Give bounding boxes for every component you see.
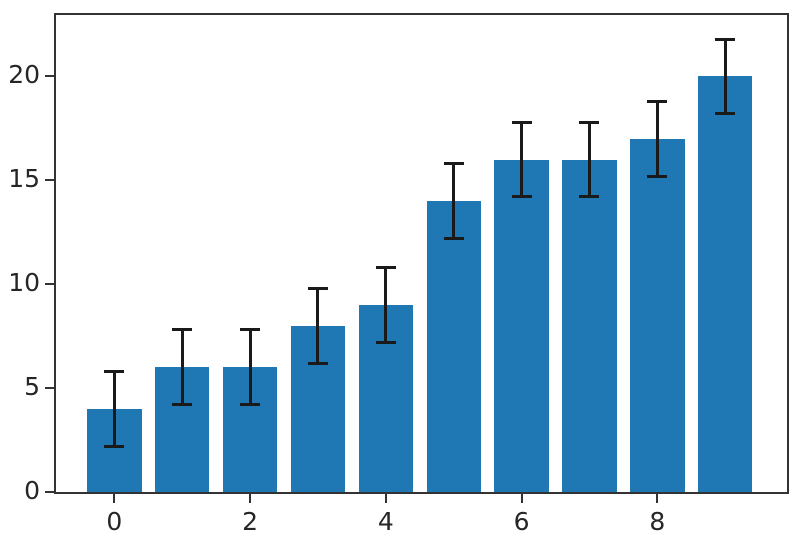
error-bar-cap bbox=[172, 403, 193, 407]
error-bar-line bbox=[587, 122, 591, 197]
y-tick-label: 0 bbox=[24, 476, 40, 505]
error-bar-line bbox=[248, 329, 252, 405]
y-tick-mark bbox=[45, 283, 54, 286]
x-tick-mark bbox=[249, 494, 252, 503]
error-bar-cap bbox=[240, 328, 261, 332]
error-bar-cap bbox=[579, 120, 600, 124]
x-tick-mark bbox=[113, 494, 116, 503]
error-bar-line bbox=[520, 122, 524, 197]
error-bar-cap bbox=[647, 99, 668, 103]
error-bar-line bbox=[655, 101, 659, 177]
x-tick-mark bbox=[520, 494, 523, 503]
x-tick-label: 6 bbox=[513, 507, 530, 536]
error-bar-cap bbox=[104, 370, 125, 373]
error-bar-cap bbox=[375, 340, 396, 344]
x-tick-mark bbox=[656, 494, 659, 503]
x-tick-mark bbox=[384, 494, 387, 503]
y-tick-label: 10 bbox=[8, 268, 40, 298]
error-bar-cap bbox=[443, 162, 464, 166]
x-tick-label: 8 bbox=[649, 507, 666, 536]
error-bar-cap bbox=[511, 120, 532, 124]
x-tick-label: 4 bbox=[377, 507, 394, 536]
error-bar-cap bbox=[375, 266, 396, 270]
y-tick-mark bbox=[45, 491, 54, 493]
error-bar-cap bbox=[104, 444, 125, 448]
error-bar-line bbox=[180, 329, 184, 405]
bar bbox=[630, 138, 685, 492]
error-bar-cap bbox=[715, 37, 736, 41]
error-bar-line bbox=[384, 267, 388, 343]
y-tick-label: 20 bbox=[8, 60, 40, 90]
error-bar-line bbox=[316, 288, 320, 364]
error-bar-cap bbox=[307, 286, 328, 290]
error-bar-cap bbox=[307, 361, 328, 365]
y-tick-mark bbox=[45, 75, 54, 78]
y-tick-mark bbox=[45, 179, 54, 182]
x-tick-label: 2 bbox=[242, 507, 259, 536]
bar bbox=[494, 159, 549, 492]
error-bar-cap bbox=[240, 403, 261, 407]
bar bbox=[698, 76, 753, 492]
error-bar-line bbox=[452, 163, 456, 239]
y-tick-label: 15 bbox=[8, 164, 40, 194]
y-tick-mark bbox=[45, 387, 54, 390]
error-bar-line bbox=[112, 371, 116, 447]
bar bbox=[562, 159, 617, 492]
y-tick-label: 5 bbox=[24, 372, 40, 402]
error-bar-cap bbox=[511, 195, 532, 199]
error-bar-cap bbox=[715, 112, 736, 116]
bar bbox=[426, 201, 481, 492]
error-bar-line bbox=[723, 39, 727, 114]
x-tick-label: 0 bbox=[106, 507, 123, 536]
error-bar-cap bbox=[647, 174, 668, 178]
error-bar-cap bbox=[579, 195, 600, 199]
plot-area: 0 2 4 6 8 0 5 10 15 20 bbox=[8, 13, 789, 535]
error-bar-cap bbox=[172, 328, 193, 332]
error-bar-cap bbox=[443, 237, 464, 241]
